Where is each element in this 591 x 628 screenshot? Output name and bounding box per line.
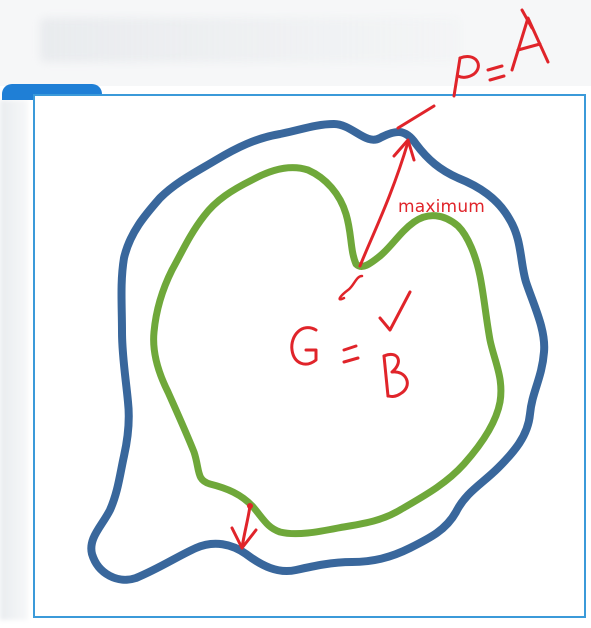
center-formula-text: G=B <box>350 359 353 361</box>
center-formula-handwritten <box>290 326 409 398</box>
notch-squiggle <box>338 274 364 301</box>
inner-region-outline <box>150 164 505 538</box>
left-edge-shadow <box>0 100 28 620</box>
checkmark-icon <box>378 290 412 332</box>
top-dash-line <box>396 104 436 130</box>
top-formula-handwritten <box>452 8 550 98</box>
bottom-arrow <box>230 503 258 550</box>
outer-region-outline <box>87 120 549 584</box>
top-formula-text: P=A <box>500 42 502 45</box>
maximum-label: maximum <box>398 197 486 217</box>
maximum-arrow <box>358 138 416 268</box>
blurred-header-area <box>40 18 460 62</box>
